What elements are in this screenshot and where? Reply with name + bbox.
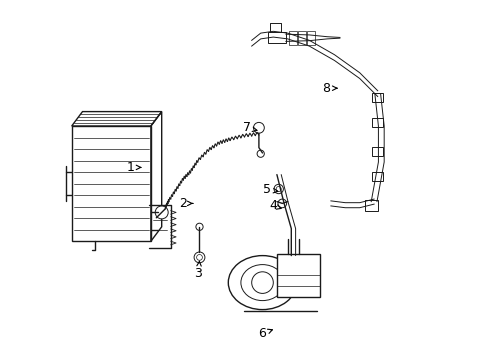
Bar <box>288 31 297 45</box>
Ellipse shape <box>241 265 284 301</box>
Circle shape <box>253 122 264 133</box>
Bar <box>371 147 382 156</box>
Text: 6: 6 <box>257 327 272 340</box>
Circle shape <box>251 272 273 293</box>
Text: 8: 8 <box>322 82 336 95</box>
Text: 5: 5 <box>262 183 277 196</box>
Text: 4: 4 <box>269 199 281 212</box>
Text: 2: 2 <box>179 197 192 210</box>
Circle shape <box>196 223 203 230</box>
Circle shape <box>194 252 204 263</box>
Bar <box>365 200 377 211</box>
Text: 7: 7 <box>242 121 257 134</box>
Ellipse shape <box>228 256 296 310</box>
Bar <box>306 31 315 45</box>
Bar <box>371 93 382 102</box>
Text: 1: 1 <box>127 161 141 174</box>
Circle shape <box>257 150 264 157</box>
Circle shape <box>155 206 168 219</box>
Bar <box>371 172 382 181</box>
Bar <box>297 31 306 45</box>
Bar <box>267 32 285 43</box>
Circle shape <box>196 255 202 260</box>
Bar <box>276 254 320 297</box>
Text: 3: 3 <box>194 261 202 280</box>
Bar <box>371 118 382 127</box>
Circle shape <box>273 184 283 194</box>
Bar <box>72 126 151 241</box>
Circle shape <box>276 186 281 192</box>
Circle shape <box>277 199 286 208</box>
